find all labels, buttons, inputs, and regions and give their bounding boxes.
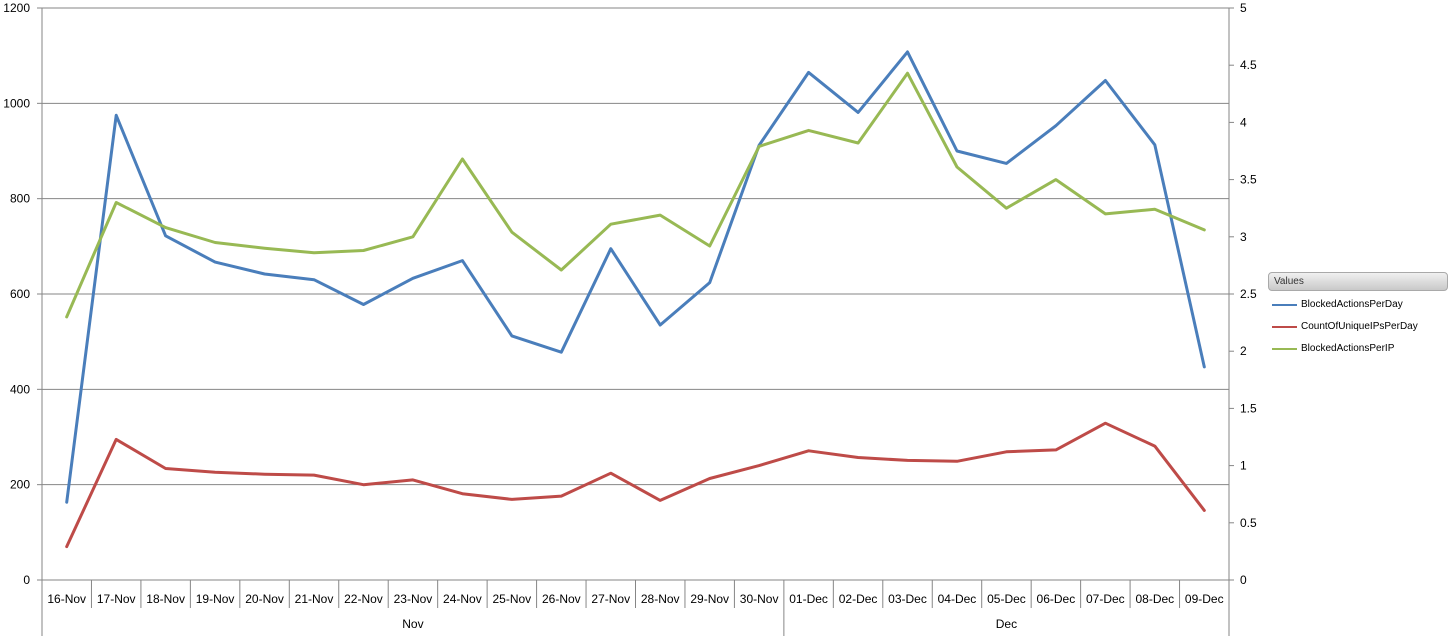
- tick-labels: 0 200 400 600 800 1000 1200 0 0.5 1 1.5 2 2.5 3 3.5 4 4.…: [3, 1, 1257, 631]
- x-tick-label: 28-Nov: [641, 592, 680, 606]
- legend-swatch: [1272, 304, 1297, 306]
- x-tick-label: 03-Dec: [888, 592, 927, 606]
- series-lines: [67, 52, 1205, 547]
- legend-item-blocked-actions-per-day: BlockedActionsPerDay: [1268, 294, 1448, 316]
- x-tick-label: 23-Nov: [394, 592, 433, 606]
- left-y-tick-label: 800: [10, 192, 30, 206]
- legend-label: BlockedActionsPerIP: [1301, 338, 1394, 360]
- x-tick-label: 21-Nov: [295, 592, 334, 606]
- x-tick-label: 09-Dec: [1185, 592, 1224, 606]
- left-y-tick-label: 600: [10, 287, 30, 301]
- left-y-tick-label: 1000: [3, 96, 30, 110]
- x-tick-label: 30-Nov: [740, 592, 779, 606]
- x-tick-label: 20-Nov: [245, 592, 284, 606]
- legend: Values BlockedActionsPerDay CountOfUniqu…: [1268, 272, 1448, 360]
- right-y-tick-label: 3: [1240, 230, 1247, 244]
- x-tick-label: 05-Dec: [987, 592, 1026, 606]
- left-y-tick-label: 400: [10, 382, 30, 396]
- x-tick-label: 04-Dec: [938, 592, 977, 606]
- right-y-tick-label: 2: [1240, 344, 1247, 358]
- x-tick-label: 07-Dec: [1086, 592, 1125, 606]
- x-tick-label: 26-Nov: [542, 592, 581, 606]
- x-tick-label: 29-Nov: [690, 592, 729, 606]
- x-tick-label: 25-Nov: [493, 592, 532, 606]
- x-tick-label: 27-Nov: [591, 592, 630, 606]
- right-y-tick-label: 0: [1240, 573, 1247, 587]
- right-y-tick-label: 0.5: [1240, 516, 1257, 530]
- legend-swatch: [1272, 348, 1297, 350]
- legend-item-blocked-actions-per-ip: BlockedActionsPerIP: [1268, 338, 1448, 360]
- x-tick-label: 16-Nov: [47, 592, 86, 606]
- left-y-tick-label: 1200: [3, 1, 30, 15]
- right-y-tick-label: 5: [1240, 1, 1247, 15]
- right-y-tick-label: 4.5: [1240, 58, 1257, 72]
- legend-label: CountOfUniqueIPsPerDay: [1301, 316, 1418, 338]
- x-tick-label: 18-Nov: [146, 592, 185, 606]
- x-tick-label: 02-Dec: [839, 592, 878, 606]
- legend-label: BlockedActionsPerDay: [1301, 294, 1403, 316]
- x-tick-label: 19-Nov: [196, 592, 235, 606]
- axes: [37, 8, 1234, 636]
- legend-swatch: [1272, 326, 1297, 328]
- right-y-tick-label: 4: [1240, 115, 1247, 129]
- left-y-tick-label: 0: [23, 573, 30, 587]
- x-tick-label: 22-Nov: [344, 592, 383, 606]
- legend-item-unique-ips-per-day: CountOfUniqueIPsPerDay: [1268, 316, 1448, 338]
- gridlines: [42, 8, 1229, 580]
- left-y-tick-label: 200: [10, 478, 30, 492]
- right-y-tick-label: 3.5: [1240, 173, 1257, 187]
- legend-list: BlockedActionsPerDay CountOfUniqueIPsPer…: [1268, 291, 1448, 360]
- right-y-tick-label: 1: [1240, 459, 1247, 473]
- right-y-tick-label: 2.5: [1240, 287, 1257, 301]
- x-tick-label: 17-Nov: [97, 592, 136, 606]
- legend-title: Values: [1268, 272, 1448, 291]
- x-tick-label: 06-Dec: [1037, 592, 1076, 606]
- x-group-label: Dec: [996, 617, 1017, 631]
- x-tick-label: 24-Nov: [443, 592, 482, 606]
- right-y-tick-label: 1.5: [1240, 401, 1257, 415]
- series-line-BlockedActionsPerDay: [67, 52, 1205, 502]
- x-tick-label: 01-Dec: [789, 592, 828, 606]
- x-tick-label: 08-Dec: [1135, 592, 1174, 606]
- series-line-BlockedActionsPerIP: [67, 73, 1205, 317]
- x-group-label: Nov: [402, 617, 423, 631]
